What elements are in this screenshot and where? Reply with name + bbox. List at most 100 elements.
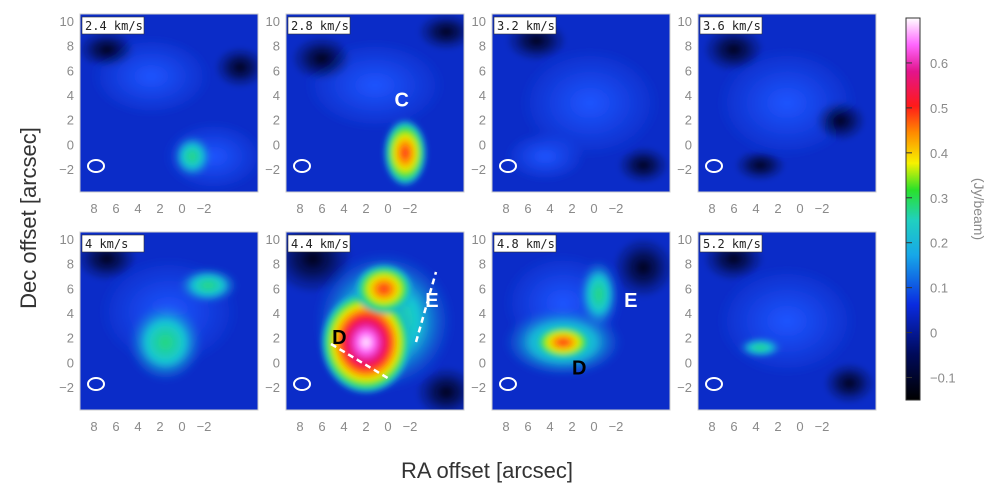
ra-tick-label: 6 bbox=[318, 419, 325, 434]
velocity-label: 4.8 km/s bbox=[497, 237, 555, 251]
ra-tick-label: −2 bbox=[815, 419, 830, 434]
velocity-label: 2.4 km/s bbox=[85, 19, 143, 33]
dec-tick-label: 8 bbox=[685, 257, 692, 272]
dashed-arrow bbox=[330, 342, 392, 382]
velocity-label: 3.2 km/s bbox=[497, 19, 555, 33]
dec-tick-label: 10 bbox=[472, 232, 486, 247]
beam-ellipse bbox=[705, 159, 723, 173]
source-marker: E bbox=[425, 290, 438, 312]
source-marker: D bbox=[332, 327, 346, 349]
emission-region bbox=[80, 31, 135, 68]
emission-region bbox=[383, 118, 428, 187]
panel-frame bbox=[491, 13, 671, 193]
ra-tick-label: 2 bbox=[568, 201, 575, 216]
ra-tick-label: 2 bbox=[774, 419, 781, 434]
emission-region bbox=[505, 131, 586, 182]
ra-tick-label: 6 bbox=[730, 419, 737, 434]
ra-tick-label: 0 bbox=[796, 201, 803, 216]
dec-tick-label: 2 bbox=[685, 331, 692, 346]
dec-tick-label: 4 bbox=[67, 306, 74, 321]
source-marker: E bbox=[624, 290, 637, 312]
ra-tick-label: 4 bbox=[546, 419, 553, 434]
colorbar-tick-label: −0.1 bbox=[930, 371, 956, 386]
dec-tick-label: 10 bbox=[472, 14, 486, 29]
dec-tick-label: 8 bbox=[67, 257, 74, 272]
velocity-label: 4.4 km/s bbox=[291, 237, 349, 251]
ra-tick-label: 8 bbox=[708, 419, 715, 434]
ra-tick-label: 2 bbox=[568, 419, 575, 434]
ra-tick-label: 8 bbox=[296, 419, 303, 434]
ra-tick-label: 2 bbox=[156, 201, 163, 216]
ra-tick-label: 0 bbox=[178, 201, 185, 216]
beam-ellipse bbox=[87, 377, 105, 391]
dec-tick-label: 4 bbox=[685, 306, 692, 321]
emission-region bbox=[172, 134, 213, 179]
dec-tick-label: 8 bbox=[479, 39, 486, 54]
emission-region bbox=[717, 266, 857, 376]
dec-tick-label: −2 bbox=[677, 162, 692, 177]
ra-tick-label: 6 bbox=[730, 201, 737, 216]
emission-region bbox=[618, 147, 669, 184]
dec-tick-label: −2 bbox=[265, 162, 280, 177]
dec-tick-label: 4 bbox=[685, 88, 692, 103]
ra-tick-label: 8 bbox=[90, 419, 97, 434]
panel-frame bbox=[285, 231, 465, 411]
dec-tick-label: −2 bbox=[677, 380, 692, 395]
source-marker: C bbox=[394, 90, 408, 112]
ra-tick-label: 4 bbox=[752, 201, 759, 216]
dec-tick-label: 8 bbox=[273, 39, 280, 54]
ra-tick-label: 4 bbox=[134, 419, 141, 434]
ra-tick-label: −2 bbox=[609, 419, 624, 434]
ra-tick-label: 2 bbox=[362, 419, 369, 434]
source-marker: D bbox=[572, 357, 586, 379]
beam-ellipse bbox=[293, 377, 311, 391]
velocity-label: 2.8 km/s bbox=[291, 19, 349, 33]
velocity-label-box bbox=[287, 16, 351, 35]
emission-region bbox=[353, 262, 414, 315]
emission-region bbox=[824, 363, 875, 404]
panel-frame bbox=[285, 13, 465, 193]
velocity-label-box bbox=[81, 16, 145, 35]
ra-tick-label: −2 bbox=[403, 419, 418, 434]
colorbar-label: (Jy/beam) bbox=[971, 178, 987, 240]
dec-tick-label: 10 bbox=[60, 14, 74, 29]
ra-tick-label: 2 bbox=[362, 201, 369, 216]
emission-region bbox=[738, 337, 783, 358]
dec-tick-label: 0 bbox=[273, 355, 280, 370]
velocity-label-box bbox=[287, 234, 351, 253]
colorbar-tick-label: 0.4 bbox=[930, 146, 948, 161]
ra-tick-label: 8 bbox=[708, 201, 715, 216]
dec-tick-label: 6 bbox=[67, 281, 74, 296]
emission-region bbox=[291, 36, 352, 81]
dec-tick-label: 10 bbox=[678, 232, 692, 247]
panel-frame bbox=[697, 13, 877, 193]
dec-tick-label: 10 bbox=[60, 232, 74, 247]
colorbar-tick-label: 0.3 bbox=[930, 191, 948, 206]
dec-tick-label: 2 bbox=[479, 113, 486, 128]
dec-tick-label: 8 bbox=[479, 257, 486, 272]
colorbar-tick-label: 0.2 bbox=[930, 236, 948, 251]
dec-tick-label: 6 bbox=[67, 63, 74, 78]
dec-tick-label: 2 bbox=[273, 331, 280, 346]
beam-ellipse bbox=[499, 377, 517, 391]
ra-tick-label: 6 bbox=[524, 419, 531, 434]
dec-tick-label: 10 bbox=[266, 232, 280, 247]
ra-tick-label: 6 bbox=[112, 201, 119, 216]
emission-region bbox=[613, 237, 670, 298]
ra-tick-label: 0 bbox=[590, 201, 597, 216]
dec-tick-label: 4 bbox=[273, 88, 280, 103]
emission-region bbox=[578, 259, 619, 330]
ra-tick-label: −2 bbox=[815, 201, 830, 216]
dashed-arrow bbox=[414, 271, 438, 343]
dec-tick-label: 10 bbox=[678, 14, 692, 29]
ra-tick-label: 8 bbox=[502, 201, 509, 216]
dec-tick-label: 8 bbox=[273, 257, 280, 272]
dec-tick-label: 8 bbox=[685, 39, 692, 54]
dec-tick-label: 2 bbox=[479, 331, 486, 346]
emission-region bbox=[815, 100, 866, 141]
colorbar-tick-label: 0.1 bbox=[930, 281, 948, 296]
